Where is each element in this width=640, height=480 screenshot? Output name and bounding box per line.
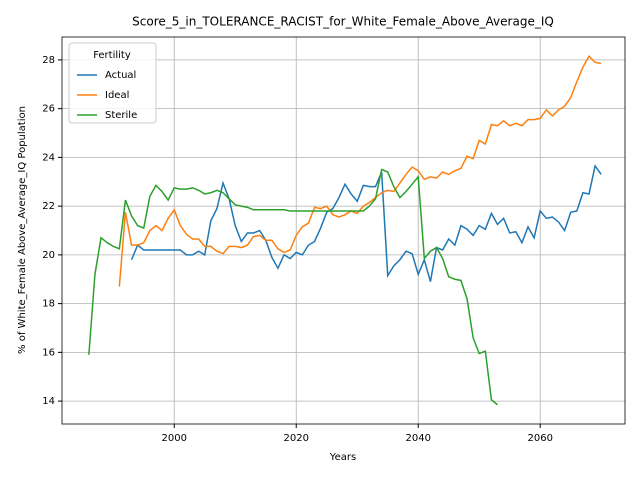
y-tick-label: 18	[42, 299, 55, 310]
legend-label: Sterile	[105, 110, 137, 121]
series-line	[130, 164, 602, 282]
chart-title: Score_5_in_TOLERANCE_RACIST_for_White_Fe…	[132, 15, 554, 29]
y-tick-label: 28	[42, 55, 55, 66]
series-line	[118, 55, 602, 287]
x-tick-label: 2040	[405, 433, 430, 444]
y-tick-label: 26	[42, 104, 55, 115]
legend-label: Ideal	[105, 90, 129, 101]
y-tick-label: 16	[42, 347, 55, 358]
y-tick-label: 22	[42, 201, 55, 212]
plot-frame	[61, 36, 626, 425]
legend-box	[68, 42, 157, 124]
legend-title: Fertility	[93, 50, 131, 61]
x-tick-label: 2060	[527, 433, 552, 444]
x-axis-label: Years	[329, 452, 356, 463]
x-tick-label: 2000	[162, 433, 187, 444]
series-line	[88, 168, 498, 406]
y-tick-label: 24	[42, 152, 55, 163]
y-axis-label: % of White_Female Above_Average_IQ Popul…	[17, 106, 28, 354]
y-tick-label: 14	[42, 396, 55, 407]
legend-label: Actual	[105, 70, 136, 81]
x-tick-label: 2020	[284, 433, 309, 444]
y-tick-label: 20	[42, 250, 55, 261]
